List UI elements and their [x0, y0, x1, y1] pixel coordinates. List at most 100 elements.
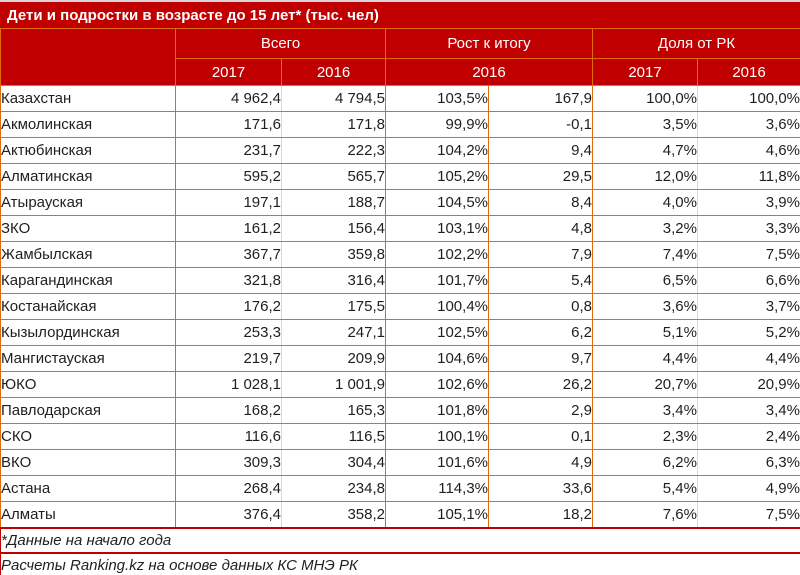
- table-title-row: Дети и подростки в возрасте до 15 лет* (…: [0, 2, 800, 29]
- value-cell: 2,4%: [697, 423, 800, 450]
- year-share-2016: 2016: [697, 58, 800, 86]
- value-cell: 165,3: [281, 397, 386, 424]
- year-total-2016: 2016: [281, 58, 386, 86]
- value-cell: 175,5: [281, 293, 386, 320]
- value-cell: -0,1: [488, 111, 593, 138]
- value-cell: 188,7: [281, 189, 386, 216]
- value-cell: 4 794,5: [281, 85, 386, 112]
- value-cell: 18,2: [488, 501, 593, 528]
- value-cell: 1 001,9: [281, 371, 386, 398]
- value-cell: 171,8: [281, 111, 386, 138]
- value-cell: 234,8: [281, 475, 386, 502]
- value-cell: 167,9: [488, 85, 593, 112]
- value-cell: 219,7: [175, 345, 282, 372]
- value-cell: 156,4: [281, 215, 386, 242]
- value-cell: 7,4%: [592, 241, 698, 268]
- value-cell: 3,4%: [697, 397, 800, 424]
- region-cell: Астана: [0, 475, 176, 502]
- region-cell: Кызылординская: [0, 319, 176, 346]
- value-cell: 6,2%: [592, 449, 698, 476]
- table-row: Алматы 376,4 358,2 105,1% 18,2 7,6% 7,5%: [0, 501, 800, 528]
- column-group-header-row: Всего Рост к итогу Доля от РК: [0, 28, 800, 86]
- value-cell: 12,0%: [592, 163, 698, 190]
- table-row: Павлодарская 168,2 165,3 101,8% 2,9 3,4% 3,4%: [0, 397, 800, 424]
- footnote-source: Расчеты Ranking.kz на основе данных КС М…: [0, 552, 800, 575]
- table-row: Карагандинская 321,8 316,4 101,7% 5,4 6,5% 6,6…: [0, 267, 800, 294]
- table-row: СКО 116,6 116,5 100,1% 0,1 2,3% 2,4%: [0, 423, 800, 450]
- value-cell: 33,6: [488, 475, 593, 502]
- value-cell: 4,4%: [697, 345, 800, 372]
- table-row: Атырауская 197,1 188,7 104,5% 8,4 4,0% 3,9%: [0, 189, 800, 216]
- region-cell: Карагандинская: [0, 267, 176, 294]
- value-cell: 253,3: [175, 319, 282, 346]
- value-cell: 11,8%: [697, 163, 800, 190]
- region-cell: Алматы: [0, 501, 176, 528]
- value-cell: 321,8: [175, 267, 282, 294]
- table-row: Костанайская 176,2 175,5 100,4% 0,8 3,6% 3,7%: [0, 293, 800, 320]
- year-share-2017: 2017: [592, 58, 698, 86]
- value-cell: 222,3: [281, 137, 386, 164]
- value-cell: 100,0%: [592, 85, 698, 112]
- table-row: ЗКО 161,2 156,4 103,1% 4,8 3,2% 3,3%: [0, 215, 800, 242]
- col-group-total: Всего: [175, 28, 386, 59]
- year-growth-2016: 2016: [385, 58, 593, 86]
- value-cell: 3,6%: [697, 111, 800, 138]
- table-row: Акмолинская 171,6 171,8 99,9% -0,1 3,5% 3,6%: [0, 111, 800, 138]
- value-cell: 268,4: [175, 475, 282, 502]
- year-total-2017: 2017: [175, 58, 282, 86]
- value-cell: 20,9%: [697, 371, 800, 398]
- footnote-row: *Данные на начало года: [0, 526, 800, 554]
- value-cell: 231,7: [175, 137, 282, 164]
- value-cell: 105,1%: [385, 501, 489, 528]
- value-cell: 101,7%: [385, 267, 489, 294]
- value-cell: 3,6%: [592, 293, 698, 320]
- table-row: Жамбылская 367,7 359,8 102,2% 7,9 7,4% 7,5%: [0, 241, 800, 268]
- value-cell: 7,9: [488, 241, 593, 268]
- value-cell: 6,5%: [592, 267, 698, 294]
- region-cell: СКО: [0, 423, 176, 450]
- value-cell: 105,2%: [385, 163, 489, 190]
- value-cell: 8,4: [488, 189, 593, 216]
- table-row: ВКО 309,3 304,4 101,6% 4,9 6,2% 6,3%: [0, 449, 800, 476]
- value-cell: 5,4: [488, 267, 593, 294]
- footnote-data-note: *Данные на начало года: [0, 526, 800, 554]
- value-cell: 209,9: [281, 345, 386, 372]
- corner-cell: [0, 28, 176, 86]
- value-cell: 161,2: [175, 215, 282, 242]
- col-group-growth: Рост к итогу: [385, 28, 593, 59]
- region-cell: ЗКО: [0, 215, 176, 242]
- value-cell: 5,2%: [697, 319, 800, 346]
- year-header-row: 2017 2016 2016 2017 2016: [1, 58, 800, 86]
- value-cell: 6,3%: [697, 449, 800, 476]
- value-cell: 376,4: [175, 501, 282, 528]
- value-cell: 358,2: [281, 501, 386, 528]
- value-cell: 103,5%: [385, 85, 489, 112]
- value-cell: 2,3%: [592, 423, 698, 450]
- value-cell: 4,4%: [592, 345, 698, 372]
- region-cell: Жамбылская: [0, 241, 176, 268]
- value-cell: 359,8: [281, 241, 386, 268]
- value-cell: 4,7%: [592, 137, 698, 164]
- region-cell: ЮКО: [0, 371, 176, 398]
- value-cell: 7,5%: [697, 501, 800, 528]
- region-cell: Атырауская: [0, 189, 176, 216]
- value-cell: 114,3%: [385, 475, 489, 502]
- value-cell: 247,1: [281, 319, 386, 346]
- table-row: Кызылординская 253,3 247,1 102,5% 6,2 5,1% 5,2…: [0, 319, 800, 346]
- value-cell: 5,4%: [592, 475, 698, 502]
- source-row: Расчеты Ranking.kz на основе данных КС М…: [0, 552, 800, 575]
- value-cell: 171,6: [175, 111, 282, 138]
- table-row: Астана 268,4 234,8 114,3% 33,6 5,4% 4,9%: [0, 475, 800, 502]
- value-cell: 7,6%: [592, 501, 698, 528]
- col-group-share: Доля от РК: [592, 28, 800, 59]
- table-row: Мангистауская 219,7 209,9 104,6% 9,7 4,4% 4,4%: [0, 345, 800, 372]
- value-cell: 309,3: [175, 449, 282, 476]
- region-cell: Костанайская: [0, 293, 176, 320]
- value-cell: 176,2: [175, 293, 282, 320]
- value-cell: 100,0%: [697, 85, 800, 112]
- value-cell: 102,6%: [385, 371, 489, 398]
- value-cell: 4,6%: [697, 137, 800, 164]
- value-cell: 100,1%: [385, 423, 489, 450]
- region-cell: ВКО: [0, 449, 176, 476]
- value-cell: 197,1: [175, 189, 282, 216]
